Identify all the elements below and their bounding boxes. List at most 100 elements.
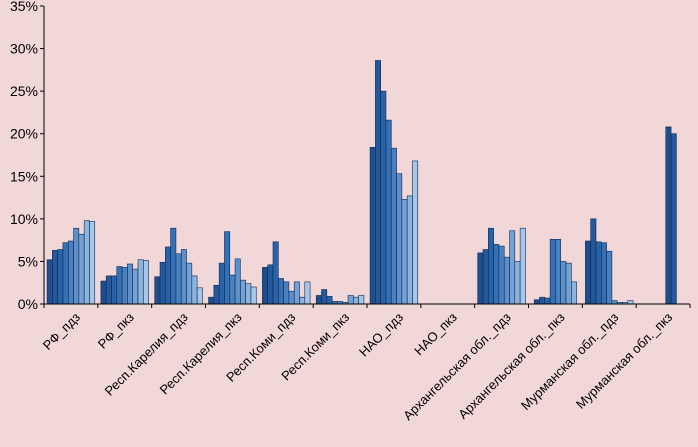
bar [544, 297, 551, 305]
bar [111, 275, 118, 305]
bar [240, 279, 246, 305]
bar [154, 276, 161, 305]
bar [299, 296, 306, 305]
bar [46, 259, 53, 305]
bar [213, 284, 220, 305]
bar [477, 252, 484, 305]
bar [670, 133, 677, 305]
bar [509, 230, 516, 305]
bar [234, 258, 241, 305]
bar [385, 119, 392, 305]
bar [358, 295, 365, 305]
bar [565, 262, 572, 305]
bar [83, 220, 90, 305]
bar [267, 264, 274, 305]
bar [262, 267, 268, 305]
bar [57, 249, 64, 305]
x-tick-label: Мурманская обл._пдз [518, 309, 622, 413]
bar [401, 198, 408, 305]
bar [218, 262, 225, 305]
y-tick-label: 25% [10, 83, 38, 99]
bar [229, 274, 236, 305]
bar [180, 249, 187, 305]
bar [208, 296, 215, 305]
y-tick-label: 10% [10, 211, 38, 227]
bar [503, 256, 510, 305]
bar [196, 287, 203, 305]
x-tick-label: РФ_пкз [95, 309, 137, 351]
bar [224, 231, 231, 305]
bar [369, 147, 376, 305]
bar [571, 281, 577, 305]
bar [143, 260, 149, 305]
bar [272, 241, 279, 305]
bar [52, 250, 58, 305]
bar [67, 240, 74, 305]
y-tick-label: 30% [10, 41, 38, 57]
bar [380, 90, 387, 305]
bar [277, 278, 284, 305]
x-tick-label: Архангельская обл._пдз [400, 309, 514, 423]
bar [555, 238, 562, 305]
y-axis: 0% 5% 10% 15% 20% 25% 30% 35% [10, 0, 45, 312]
bar [482, 249, 489, 305]
bar [406, 195, 413, 305]
bar [412, 160, 419, 305]
bar [186, 262, 193, 305]
bar [165, 246, 171, 305]
bar [560, 261, 567, 305]
x-tick-label: РФ_пдз [40, 309, 83, 352]
bar [326, 296, 333, 305]
bar [191, 275, 198, 305]
y-tick-label: 35% [10, 0, 38, 14]
bar [105, 275, 112, 305]
bar [288, 290, 295, 305]
bar [665, 126, 672, 305]
bar [293, 281, 300, 305]
x-tick-label: Мурманская обл._пкз [573, 309, 675, 411]
bar [375, 60, 381, 305]
bar [590, 218, 597, 305]
bar [533, 299, 540, 305]
bar [514, 261, 521, 305]
bar [250, 286, 257, 305]
y-tick-label: 20% [10, 126, 38, 142]
y-tick-label: 15% [10, 168, 38, 184]
bar [283, 281, 290, 305]
bar [116, 266, 123, 305]
bar [73, 227, 80, 305]
bar [170, 227, 177, 305]
bar [137, 259, 144, 305]
bar [100, 280, 107, 305]
bar [396, 173, 403, 305]
bar [62, 242, 69, 305]
x-tick-label: НАО_пкз [411, 309, 460, 358]
bar [321, 289, 328, 305]
y-tick-label: 0% [18, 296, 38, 312]
bar [606, 250, 613, 305]
bar [175, 253, 182, 305]
bar [488, 227, 494, 305]
bar [245, 283, 252, 305]
bar [519, 227, 526, 305]
x-axis: РФ_пдз РФ_пкзРесп.Карелия_пдзРесп.Карелия… [40, 303, 691, 423]
bar [121, 267, 128, 305]
bar [611, 300, 618, 305]
bar [315, 295, 322, 305]
bar [78, 233, 85, 305]
bar [347, 295, 354, 305]
bar [353, 296, 359, 305]
bar [549, 238, 556, 305]
bar [304, 281, 311, 305]
bar [493, 244, 500, 305]
bar [390, 147, 397, 305]
x-tick-label: Архангельская обл._пкз [455, 309, 567, 421]
bar [127, 263, 134, 305]
plot-area [46, 60, 677, 305]
x-tick-label: НАО_пдз [356, 309, 406, 359]
bar [132, 268, 139, 305]
bar [585, 240, 592, 305]
bar [89, 221, 96, 305]
bar [159, 261, 166, 305]
